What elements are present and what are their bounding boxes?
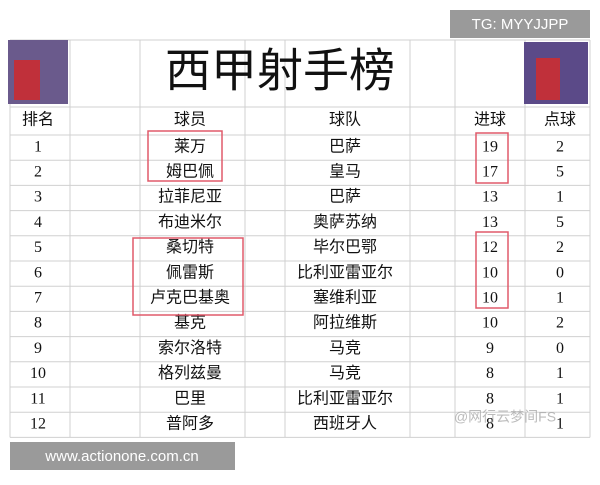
cell: 2 xyxy=(556,239,564,256)
cell: 3 xyxy=(34,189,42,206)
cell: 1 xyxy=(34,138,42,155)
column-header: 点球 xyxy=(544,111,576,129)
watermark-box xyxy=(10,442,235,470)
cell: 普阿多 xyxy=(166,414,214,432)
cell: 索尔洛特 xyxy=(158,339,222,357)
cell: 8 xyxy=(486,390,494,407)
cell: 1 xyxy=(556,390,564,407)
table: 排名 球员 球队 进球 点球1 莱万 巴萨 19 22 姆巴佩 皇马 17 53 拉菲尼亚 巴萨 13 14 布迪… xyxy=(22,111,576,433)
cell: 5 xyxy=(556,214,564,231)
cell: 卢克巴基奥 xyxy=(150,288,230,306)
cell: 1 xyxy=(556,289,564,306)
cell: 19 xyxy=(482,138,498,155)
column-header: 进球 xyxy=(474,111,506,129)
highlight-box xyxy=(475,132,509,184)
cell: 比利亚雷亚尔 xyxy=(297,263,393,281)
cell: 10 xyxy=(482,264,498,281)
cell: 莱万 xyxy=(174,137,206,155)
cell: 17 xyxy=(482,163,498,180)
cell: 2 xyxy=(556,138,564,155)
avatar-figure xyxy=(14,60,40,100)
cell: 1 xyxy=(556,189,564,206)
cell: 拉菲尼亚 xyxy=(158,188,222,206)
avatar-figure xyxy=(536,58,560,100)
cell: 皇马 xyxy=(329,162,361,180)
watermark: TG: MYYJJPP xyxy=(472,16,569,33)
watermark: @网行云梦间FS xyxy=(454,409,556,425)
title: 西甲射手榜 xyxy=(165,46,395,97)
cell: 8 xyxy=(486,365,494,382)
cell: 奥萨苏纳 xyxy=(313,213,377,231)
cell: 巴里 xyxy=(174,389,206,407)
cell: 布迪米尔 xyxy=(158,213,222,231)
cell: 12 xyxy=(482,239,498,256)
cell: 5 xyxy=(34,239,42,256)
cell: 马竞 xyxy=(329,364,361,382)
cell: 12 xyxy=(30,415,46,432)
cell: 4 xyxy=(34,214,42,231)
cell: 9 xyxy=(34,340,42,357)
cell: 10 xyxy=(482,315,498,332)
cell: 毕尔巴鄂 xyxy=(313,238,377,256)
cell: 0 xyxy=(556,264,564,281)
cell: 西班牙人 xyxy=(313,414,377,432)
cell: 9 xyxy=(486,340,494,357)
cell: 佩雷斯 xyxy=(166,263,214,281)
cell: 8 xyxy=(486,415,494,432)
cell: 桑切特 xyxy=(166,238,214,256)
cell: 巴萨 xyxy=(329,137,361,155)
watermark-box xyxy=(450,10,590,38)
column-header: 球员 xyxy=(174,111,206,129)
column-header: 球队 xyxy=(329,111,361,129)
cell: 10 xyxy=(30,365,46,382)
column-header: 排名 xyxy=(22,111,54,129)
cell: 比利亚雷亚尔 xyxy=(297,389,393,407)
cell: 13 xyxy=(482,214,498,231)
cell: 2 xyxy=(34,163,42,180)
cell: 11 xyxy=(30,390,45,407)
cell: 巴萨 xyxy=(329,188,361,206)
cell: 2 xyxy=(556,315,564,332)
cell: 基克 xyxy=(174,314,206,332)
cell: 塞维利亚 xyxy=(313,288,377,306)
cell: 10 xyxy=(482,289,498,306)
cell: 13 xyxy=(482,189,498,206)
highlight-box xyxy=(475,231,509,309)
highlight-box xyxy=(132,237,244,316)
watermark: www.actionone.com.cn xyxy=(44,448,198,465)
cell: 阿拉维斯 xyxy=(313,314,377,332)
cell: 格列兹曼 xyxy=(158,364,222,382)
grid xyxy=(9,39,591,438)
cell: 1 xyxy=(556,415,564,432)
cell: 8 xyxy=(34,315,42,332)
highlight-box xyxy=(147,130,223,182)
cell: 1 xyxy=(556,365,564,382)
cell: 马竞 xyxy=(329,339,361,357)
cell: 0 xyxy=(556,340,564,357)
cell: 5 xyxy=(556,163,564,180)
cell: 6 xyxy=(34,264,42,281)
cell: 姆巴佩 xyxy=(166,162,214,180)
cell: 7 xyxy=(34,289,42,306)
